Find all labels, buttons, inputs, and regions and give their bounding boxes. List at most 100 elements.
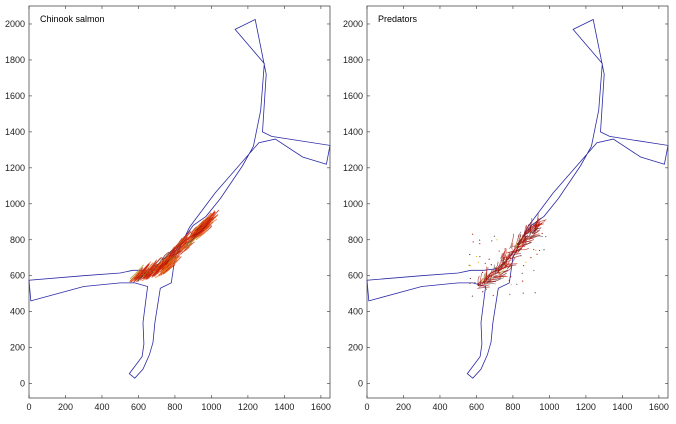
x-tick-label: 800 bbox=[505, 402, 520, 412]
track-point bbox=[521, 272, 523, 274]
track-point bbox=[509, 257, 511, 260]
y-tick-label: 200 bbox=[348, 343, 363, 353]
track-line bbox=[161, 248, 175, 262]
track-line bbox=[530, 233, 540, 236]
track-point bbox=[484, 262, 486, 264]
track-line bbox=[512, 250, 517, 253]
track-line bbox=[193, 226, 199, 233]
track-point bbox=[481, 271, 484, 273]
track-point bbox=[541, 232, 543, 235]
track-point bbox=[479, 243, 481, 245]
track-line bbox=[486, 270, 498, 277]
track-point bbox=[525, 239, 527, 241]
track-point bbox=[509, 293, 511, 295]
track-line bbox=[519, 231, 526, 241]
track-point bbox=[471, 233, 474, 235]
track-line bbox=[142, 269, 149, 277]
y-tick-label: 1000 bbox=[5, 199, 25, 209]
track-point bbox=[523, 243, 525, 245]
track-line bbox=[515, 247, 523, 251]
y-tick-label: 800 bbox=[10, 235, 25, 245]
track-point bbox=[525, 261, 527, 263]
track-point bbox=[469, 265, 472, 267]
track-line bbox=[489, 275, 498, 281]
track-line bbox=[191, 226, 207, 239]
track-line bbox=[192, 229, 204, 240]
track-line bbox=[531, 223, 535, 229]
track-point bbox=[522, 280, 524, 282]
track-point bbox=[498, 250, 500, 252]
x-tick-label: 1000 bbox=[539, 402, 559, 412]
track-line bbox=[527, 227, 531, 234]
track-line bbox=[179, 233, 188, 245]
track-line bbox=[482, 283, 496, 286]
track-line bbox=[176, 230, 191, 248]
track-line bbox=[155, 266, 169, 279]
track-line bbox=[186, 237, 197, 248]
track-point bbox=[478, 239, 481, 241]
y-tick-label: 600 bbox=[10, 271, 25, 281]
track-line bbox=[176, 245, 183, 253]
track-line bbox=[529, 229, 539, 234]
track-point bbox=[536, 253, 538, 255]
track-line bbox=[129, 264, 144, 280]
track-line bbox=[532, 219, 541, 228]
track-line bbox=[502, 248, 507, 262]
track-line bbox=[190, 226, 197, 235]
track-line bbox=[490, 268, 494, 278]
track-line bbox=[535, 220, 537, 228]
tracks bbox=[128, 209, 220, 284]
y-tick-label: 1800 bbox=[343, 55, 363, 65]
track-line bbox=[523, 241, 532, 247]
track-line bbox=[530, 218, 533, 229]
track-line bbox=[145, 263, 158, 279]
track-point bbox=[516, 283, 518, 285]
track-line bbox=[497, 261, 499, 267]
track-point bbox=[491, 240, 493, 242]
track-line bbox=[173, 237, 188, 251]
track-point bbox=[496, 239, 498, 241]
track-point bbox=[518, 240, 520, 242]
track-line bbox=[164, 250, 181, 264]
y-tick-label: 1800 bbox=[5, 55, 25, 65]
track-point bbox=[499, 272, 501, 274]
track-line bbox=[500, 253, 503, 259]
track-point bbox=[510, 251, 513, 253]
track-line bbox=[533, 219, 546, 226]
y-tick-label: 400 bbox=[10, 307, 25, 317]
y-tick-label: 0 bbox=[20, 379, 25, 389]
track-line bbox=[195, 229, 209, 241]
track-line bbox=[476, 282, 482, 285]
track-line bbox=[515, 238, 518, 246]
track-line bbox=[494, 264, 501, 275]
track-line bbox=[164, 250, 181, 265]
channel-outline bbox=[28, 18, 331, 379]
track-point bbox=[493, 235, 495, 237]
track-point bbox=[523, 265, 525, 267]
track-line bbox=[519, 231, 522, 237]
x-tick-label: 0 bbox=[364, 402, 369, 412]
track-line bbox=[494, 276, 508, 279]
track-line bbox=[198, 220, 211, 232]
track-point bbox=[518, 249, 520, 251]
x-tick-label: 1400 bbox=[274, 402, 294, 412]
track-line bbox=[505, 254, 513, 259]
track-line bbox=[507, 264, 517, 269]
track-line bbox=[162, 251, 170, 261]
track-line bbox=[189, 217, 208, 234]
track-line bbox=[202, 211, 215, 228]
track-line bbox=[173, 236, 188, 254]
track-point bbox=[508, 279, 510, 281]
track-line bbox=[515, 245, 519, 250]
track-line bbox=[517, 243, 522, 246]
track-line bbox=[532, 227, 537, 231]
track-point bbox=[533, 248, 535, 251]
track-line bbox=[504, 265, 513, 273]
track-point bbox=[469, 282, 471, 284]
track-line bbox=[504, 263, 518, 266]
track-point bbox=[469, 253, 471, 256]
track-line bbox=[163, 254, 177, 268]
track-line bbox=[137, 274, 144, 282]
track-line bbox=[484, 280, 497, 283]
